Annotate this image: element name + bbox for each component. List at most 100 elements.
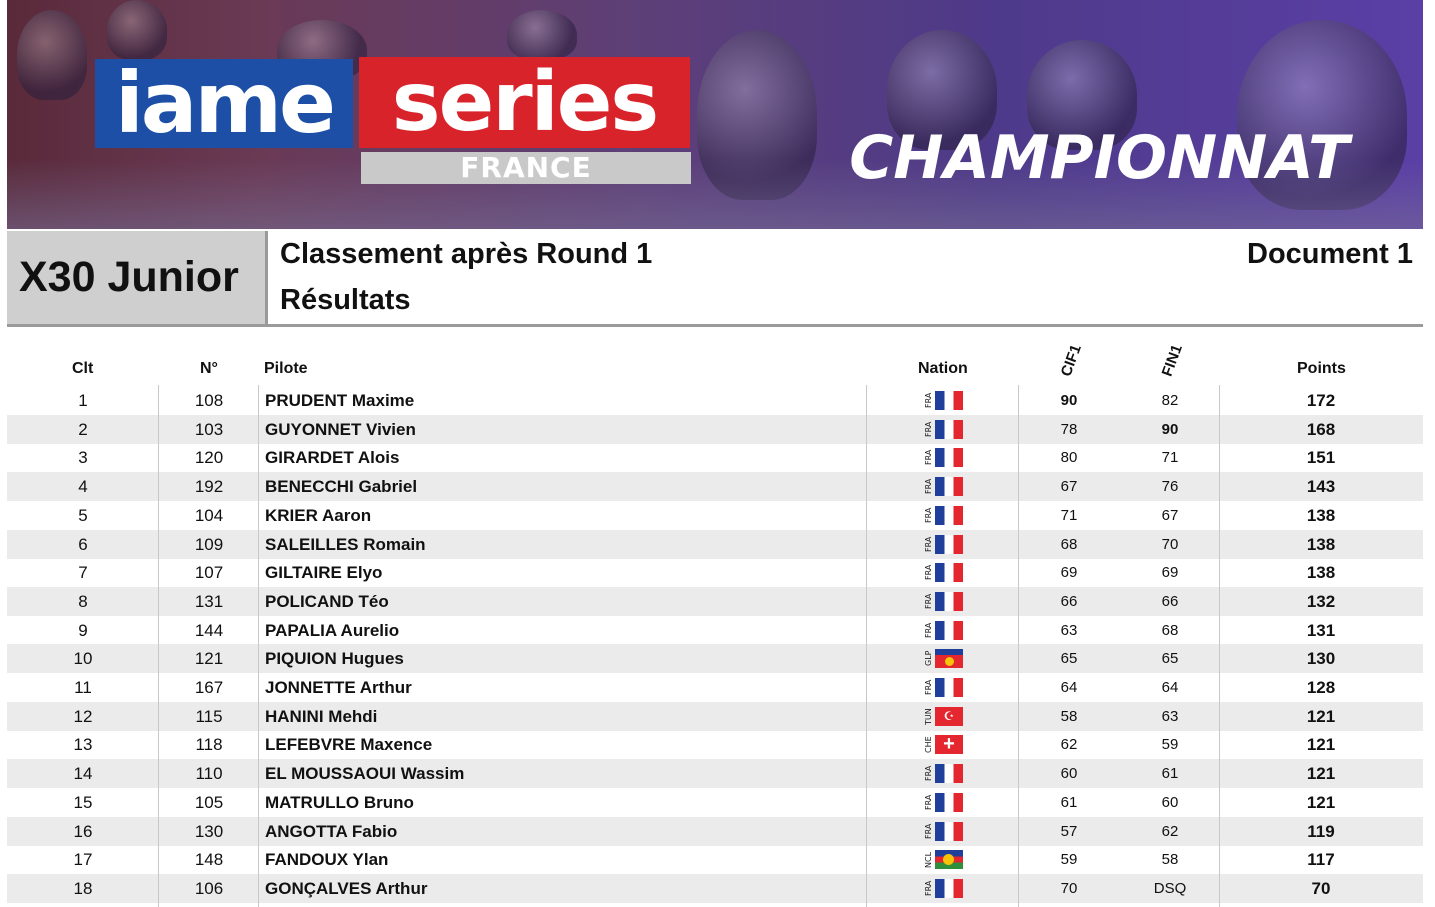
nation-code: FRA xyxy=(924,794,933,810)
nation-cell: NCL xyxy=(923,849,965,870)
nation-cell: TUN xyxy=(923,706,965,727)
driver-name-cell: KRIER Aaron xyxy=(265,505,372,525)
driver-name-cell: LEFEBVRE Maxence xyxy=(265,735,433,755)
kart-graphic xyxy=(17,10,87,100)
nation-code: FRA xyxy=(924,593,933,610)
flag-icon xyxy=(935,534,963,554)
race1-points-cell: 78 xyxy=(1060,420,1078,438)
race1-points-cell: 63 xyxy=(1060,621,1078,639)
total-points-cell: 143 xyxy=(1306,477,1336,497)
driver-name-cell: PAPALIA Aurelio xyxy=(265,620,400,640)
column-divider xyxy=(158,385,159,907)
nation-code: FRA xyxy=(924,478,933,495)
total-points-cell: 130 xyxy=(1306,649,1336,669)
table-row: 3 120 GIRARDET Alois FRA 80 71 151 xyxy=(7,443,1423,472)
kart-graphic xyxy=(1027,40,1137,150)
race1-points-cell: 66 xyxy=(1060,592,1078,610)
flag-icon xyxy=(935,448,963,468)
nation-cell: FRA xyxy=(923,505,965,526)
nation-code: FRA xyxy=(924,823,933,839)
race2-points-cell: DSQ xyxy=(1153,879,1187,897)
col-header-clt: Clt xyxy=(72,360,94,377)
logo-series: series xyxy=(359,57,690,148)
race1-points-cell: 59 xyxy=(1060,851,1078,869)
driver-name-cell: ANGOTTA Fabio xyxy=(265,821,398,841)
nation-code: FRA xyxy=(924,392,933,409)
kart-graphic xyxy=(507,10,577,60)
total-points-cell: 138 xyxy=(1306,534,1336,554)
rank-cell: 11 xyxy=(74,678,92,697)
table-row: 5 104 KRIER Aaron FRA 71 67 138 xyxy=(7,501,1423,530)
nation-cell: GLP xyxy=(923,648,965,669)
category-box: X30 Junior xyxy=(7,231,268,326)
kart-number-cell: 148 xyxy=(194,850,224,870)
table-row: 2 103 GUYONNET Vivien FRA 78 90 168 xyxy=(7,414,1423,444)
table-row: 6 109 SALEILLES Romain FRA 68 70 138 xyxy=(7,529,1423,559)
nation-cell: FRA xyxy=(923,591,965,612)
race1-points-cell: 69 xyxy=(1060,564,1078,582)
race1-points-cell: 67 xyxy=(1060,478,1078,496)
table-row: 18 106 GONÇALVES Arthur FRA 70 DSQ 70 xyxy=(7,873,1423,903)
col-header-pilote: Pilote xyxy=(264,360,308,377)
race2-points-cell: 58 xyxy=(1161,851,1179,869)
race1-points-cell: 58 xyxy=(1060,707,1078,725)
column-divider xyxy=(866,385,867,907)
rank-cell: 1 xyxy=(78,391,88,410)
nation-code: FRA xyxy=(924,880,933,897)
nation-code: NCL xyxy=(924,851,933,868)
table-row: 12 115 HANINI Mehdi TUN 58 63 121 xyxy=(7,701,1423,731)
driver-name-cell: BENECCHI Gabriel xyxy=(265,477,418,497)
race2-points-cell: 65 xyxy=(1161,650,1179,668)
race2-points-cell: 69 xyxy=(1161,564,1179,582)
logo-iame: iame xyxy=(95,59,353,148)
total-points-cell: 151 xyxy=(1306,448,1336,468)
table-row: 10 121 PIQUION Hugues GLP 65 65 130 xyxy=(7,644,1423,674)
rank-cell: 3 xyxy=(78,448,88,468)
col-header-fin1: FIN1 xyxy=(1158,342,1186,379)
nation-cell: FRA xyxy=(923,476,965,497)
race1-points-cell: 60 xyxy=(1060,765,1078,783)
col-header-points: Points xyxy=(1297,360,1346,377)
total-points-cell: 172 xyxy=(1306,391,1336,410)
driver-name-cell: GONÇALVES Arthur xyxy=(265,878,428,898)
flag-icon xyxy=(935,391,963,410)
rank-cell: 9 xyxy=(78,620,88,640)
table-row: 1 108 PRUDENT Maxime FRA 90 82 172 xyxy=(7,386,1423,415)
race2-points-cell: 61 xyxy=(1161,765,1179,783)
flag-icon xyxy=(935,649,963,669)
rank-cell: 7 xyxy=(78,563,88,583)
col-header-num: N° xyxy=(200,360,218,377)
race2-points-cell: 67 xyxy=(1161,506,1179,524)
race1-points-cell: 90 xyxy=(1060,392,1078,409)
nation-cell: FRA xyxy=(923,792,965,813)
nation-code: FRA xyxy=(924,679,933,696)
flag-icon xyxy=(935,764,963,784)
table-row: 8 131 POLICAND Téo FRA 66 66 132 xyxy=(7,586,1423,616)
flag-icon xyxy=(935,821,963,841)
flag-icon xyxy=(935,620,963,640)
total-points-cell: 117 xyxy=(1307,850,1335,870)
page-subtitle: Résultats xyxy=(280,284,411,316)
kart-number-cell: 104 xyxy=(194,505,224,525)
kart-number-cell: 121 xyxy=(194,649,224,669)
kart-number-cell: 192 xyxy=(194,477,224,497)
race1-points-cell: 62 xyxy=(1060,736,1078,754)
rank-cell: 15 xyxy=(73,792,93,812)
kart-number-cell: 110 xyxy=(195,764,223,784)
rank-cell: 12 xyxy=(73,706,93,726)
rank-cell: 10 xyxy=(73,649,93,669)
kart-graphic xyxy=(107,0,167,60)
total-points-cell: 168 xyxy=(1306,419,1336,439)
driver-name-cell: SALEILLES Romain xyxy=(265,534,426,554)
nation-code: FRA xyxy=(924,565,933,581)
nation-code: FRA xyxy=(924,536,933,552)
flag-icon xyxy=(935,878,963,898)
page-title: Classement après Round 1 xyxy=(280,238,653,270)
nation-code: FRA xyxy=(924,421,933,437)
document-number: Document 1 xyxy=(1247,238,1413,270)
table-row: 14 110 EL MOUSSAOUI Wassim FRA 60 61 121 xyxy=(7,759,1423,789)
kart-number-cell: 118 xyxy=(195,735,223,755)
column-divider xyxy=(258,385,259,907)
table-row: 11 167 JONNETTE Arthur FRA 64 64 128 xyxy=(7,673,1423,702)
nation-cell: FRA xyxy=(923,419,965,440)
